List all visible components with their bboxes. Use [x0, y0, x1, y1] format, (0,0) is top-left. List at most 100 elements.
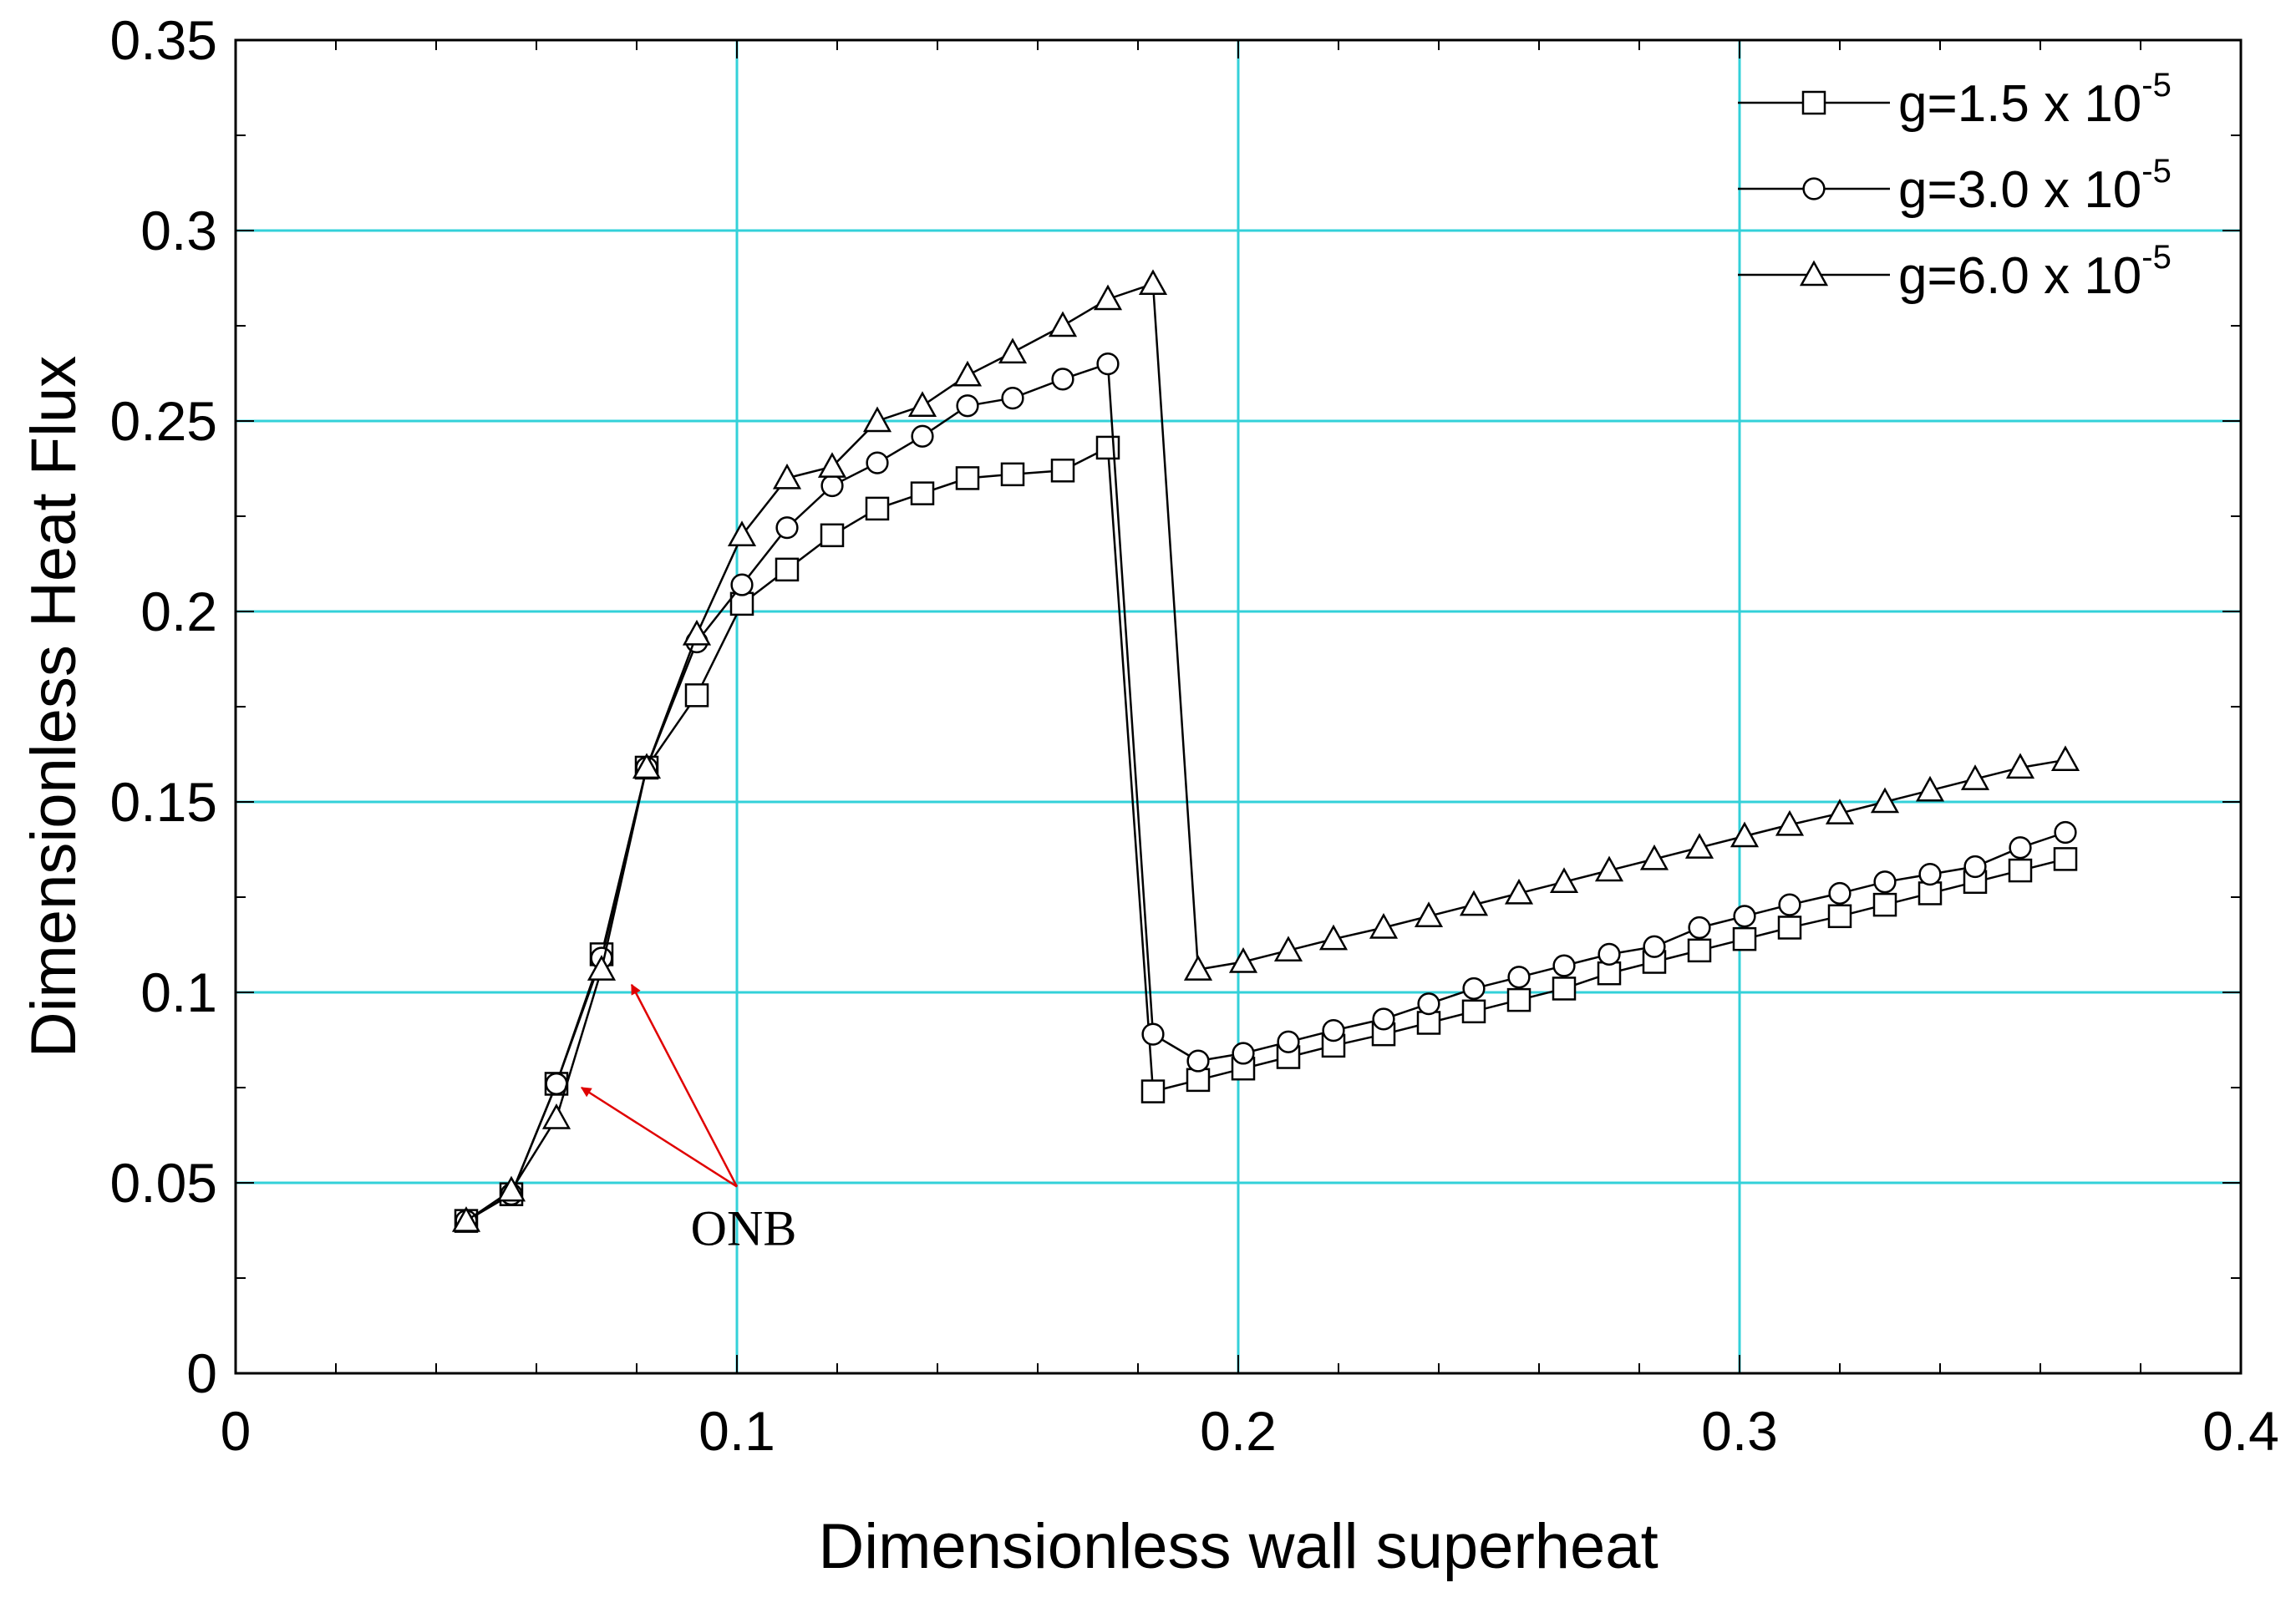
triangle-marker	[1799, 260, 1829, 287]
triangle-marker	[1825, 799, 1855, 824]
square-marker	[1050, 459, 1075, 483]
square-marker	[1000, 462, 1025, 487]
x-tick-label: 0	[221, 1400, 251, 1462]
triangle-marker	[1273, 936, 1303, 962]
x-axis-title: Dimensionless wall superheat	[818, 1511, 1658, 1582]
triangle-marker	[1960, 764, 1990, 790]
triangle-marker	[1228, 946, 1258, 973]
triangle-marker	[1775, 809, 1805, 836]
square-marker	[775, 557, 800, 582]
triangle-marker	[496, 1175, 526, 1202]
triangle-marker	[1730, 821, 1760, 848]
triangle-marker	[541, 1103, 571, 1129]
y-tick-label: 0.35	[110, 9, 217, 71]
x-tick-label: 0.2	[1200, 1400, 1277, 1462]
triangle-marker	[1093, 284, 1123, 311]
legend-label: g=3.0 x 10-5	[1898, 153, 2172, 219]
y-tick-label: 0.25	[110, 390, 217, 452]
x-tick-label: 0.1	[698, 1400, 775, 1462]
circle-marker	[1802, 177, 1826, 200]
square-marker	[1597, 961, 1622, 986]
y-axis-title: Dimensionless Heat Flux	[18, 356, 89, 1058]
triangle-marker	[907, 391, 937, 417]
circle-marker	[1232, 1042, 1255, 1065]
circle-marker	[1552, 954, 1576, 977]
square-marker	[1416, 1011, 1441, 1035]
series-triangle	[451, 269, 2080, 1232]
triangle-marker	[1684, 833, 1714, 859]
triangle-marker	[998, 337, 1028, 364]
triangle-marker	[1318, 924, 1349, 951]
square-marker	[684, 683, 709, 708]
grid-lines	[236, 40, 2241, 1373]
square-marker	[1872, 892, 1897, 917]
square-marker	[820, 523, 845, 548]
triangle-marker	[952, 360, 983, 387]
circle-marker	[820, 474, 844, 498]
square-marker	[1801, 90, 1826, 115]
triangle-marker	[1504, 878, 1534, 905]
triangle-marker	[587, 955, 617, 981]
circle-marker	[1322, 1019, 1345, 1042]
circle-marker	[1963, 855, 1987, 879]
x-tick-label: 0.3	[1701, 1400, 1778, 1462]
circle-marker	[956, 394, 979, 418]
legend-label: g=1.5 x 10-5	[1898, 67, 2172, 133]
circle-marker	[1462, 977, 1486, 1001]
series-layer	[451, 269, 2080, 1233]
legend: g=1.5 x 10-5 g=3.0 x 10-5 g=6.0 x 10-5	[1738, 67, 2172, 305]
square-marker	[1687, 938, 1712, 963]
y-tick-label: 0.15	[110, 771, 217, 833]
triangle-marker	[2005, 753, 2035, 779]
circle-marker	[1828, 881, 1852, 905]
circle-marker	[1051, 368, 1074, 391]
triangle-marker	[632, 753, 662, 779]
circle-marker	[1186, 1049, 1210, 1073]
triangle-marker	[1549, 867, 1579, 893]
triangle-marker	[727, 520, 757, 547]
triangle-marker	[2050, 745, 2080, 772]
circle-marker	[1688, 916, 1711, 940]
square-marker	[910, 481, 935, 505]
square-marker	[1552, 977, 1577, 1001]
square-marker	[2008, 858, 2033, 883]
square-marker	[729, 591, 754, 616]
y-tick-label: 0.05	[110, 1152, 217, 1214]
triangle-marker	[1183, 955, 1213, 981]
circle-marker	[911, 424, 934, 448]
y-tick-labels: 0 0.05 0.1 0.15 0.2 0.25 0.3 0.35	[110, 9, 217, 1404]
square-marker	[1506, 987, 1532, 1012]
triangle-marker	[772, 463, 802, 490]
square-marker	[1732, 926, 1757, 951]
circle-marker	[1873, 870, 1897, 894]
triangle-marker	[682, 619, 712, 646]
annotation-layer: ONB	[580, 983, 796, 1256]
circle-marker	[1598, 942, 1621, 966]
series-line	[465, 282, 2066, 1222]
circle-marker	[1277, 1030, 1300, 1053]
triangle-marker	[1870, 787, 1900, 814]
circle-marker	[1001, 387, 1024, 410]
x-tick-labels: 0 0.1 0.2 0.3 0.4	[221, 1400, 2279, 1462]
legend-entry: g=6.0 x 10-5	[1738, 239, 2172, 305]
triangle-marker	[1639, 844, 1669, 870]
circle-marker	[866, 451, 889, 474]
square-marker	[865, 496, 890, 521]
legend-entry: g=3.0 x 10-5	[1738, 153, 2172, 219]
circle-marker	[1507, 966, 1531, 989]
triangle-marker	[1138, 269, 1168, 296]
circle-marker	[1918, 863, 1942, 886]
circle-marker	[730, 573, 754, 596]
circle-marker	[1096, 353, 1120, 376]
square-marker	[955, 466, 980, 490]
y-tick-label: 0	[186, 1342, 217, 1404]
square-marker	[1186, 1068, 1211, 1093]
triangle-marker	[451, 1206, 481, 1232]
circle-marker	[1733, 905, 1756, 928]
triangle-marker	[1459, 890, 1489, 916]
circle-marker	[1778, 893, 1801, 916]
legend-entry: g=1.5 x 10-5	[1738, 67, 2172, 133]
circle-marker	[2054, 820, 2077, 845]
circle-marker	[1417, 992, 1440, 1016]
triangle-marker	[862, 406, 892, 433]
